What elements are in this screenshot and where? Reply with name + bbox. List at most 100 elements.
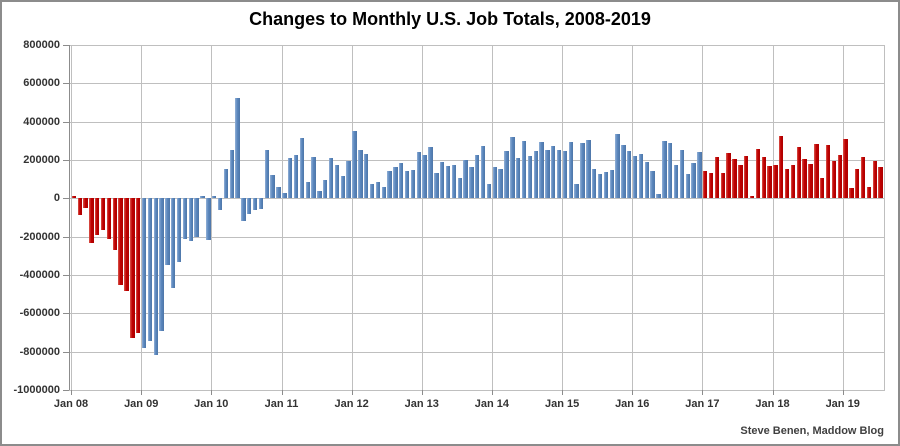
y-axis-tick <box>63 160 69 161</box>
x-axis-tick <box>702 390 704 395</box>
y-axis-label: 0 <box>53 192 60 205</box>
bar-2014-Sep <box>539 141 544 199</box>
y-axis-label: -200000 <box>19 230 60 243</box>
bar-2015-Mar <box>574 184 579 199</box>
bar-2008-Aug <box>112 198 117 251</box>
bar-2015-Jul <box>597 174 603 199</box>
bar-2015-Nov <box>621 144 626 199</box>
bar-2016-Aug <box>673 164 679 199</box>
bar-2015-Dec <box>627 151 632 199</box>
bar-2008-Sep <box>118 198 123 285</box>
y-axis-label: -1000000 <box>13 384 61 396</box>
x-axis-label: Jan 16 <box>615 398 650 410</box>
bar-2018-Mar <box>784 168 790 199</box>
bar-2017-Jul <box>738 164 743 199</box>
bar-2014-Mar <box>504 151 509 199</box>
bar-2011-Aug <box>323 180 328 199</box>
bar-2015-Apr <box>580 142 585 199</box>
bar-2008-Dec <box>136 198 141 334</box>
bar-2017-Jan <box>703 170 708 199</box>
x-axis-tick <box>141 390 143 395</box>
bar-2014-Dec <box>556 149 562 199</box>
bar-2012-Dec <box>416 152 421 199</box>
bar-2009-Jul <box>176 198 182 262</box>
gridline-h <box>69 390 885 391</box>
x-axis-label: Jan 19 <box>825 398 860 410</box>
y-axis-label: 800000 <box>23 39 60 51</box>
bar-2011-Dec <box>346 161 351 199</box>
x-axis-label: Jan 08 <box>53 398 89 410</box>
gridline-h <box>69 236 885 238</box>
bar-2012-Sep <box>399 162 404 199</box>
bar-2013-Dec <box>486 184 492 199</box>
bar-2016-Jun <box>662 140 667 199</box>
x-axis-label: Jan 14 <box>474 398 510 410</box>
bar-2019-Jun <box>872 161 877 199</box>
bar-2017-Dec <box>767 165 772 199</box>
chart-title: Changes to Monthly U.S. Job Totals, 2008… <box>249 9 651 29</box>
x-axis-label: Jan 17 <box>685 398 720 410</box>
x-axis-tick <box>351 390 353 395</box>
bar-2016-Oct <box>685 174 690 199</box>
gridline-v <box>281 45 283 390</box>
bar-2017-Mar <box>714 157 720 199</box>
bar-2008-Jul <box>106 198 112 239</box>
x-axis-tick <box>491 390 493 395</box>
plot-right-border <box>884 45 885 390</box>
gridline-v <box>702 45 704 390</box>
y-axis-tick <box>63 351 69 353</box>
attribution-text: Steve Benen, Maddow Blog <box>740 425 884 437</box>
bar-2011-Sep <box>328 158 334 199</box>
x-axis-label: Jan 10 <box>194 398 229 410</box>
bar-2009-Dec <box>206 198 211 241</box>
bar-2016-May <box>656 193 661 199</box>
gridline-v <box>421 45 423 390</box>
gridline-h <box>69 45 885 46</box>
bar-2016-Apr <box>650 170 655 199</box>
bar-2011-Nov <box>340 176 345 199</box>
bar-2013-Nov <box>480 145 486 199</box>
bar-2019-Jul <box>878 166 883 199</box>
bar-2017-Sep <box>749 195 755 199</box>
bar-2012-Apr <box>369 184 375 199</box>
bar-2015-May <box>586 139 591 199</box>
bar-2016-Feb <box>638 154 644 199</box>
bar-2011-Jan <box>282 192 287 199</box>
bar-2014-Jan <box>492 166 497 199</box>
bar-2012-Nov <box>410 169 416 199</box>
bar-2015-Oct <box>615 134 620 199</box>
bar-2013-Jul <box>457 178 462 199</box>
bar-2017-Nov <box>761 157 766 199</box>
bar-2014-Oct <box>545 150 550 199</box>
plot-area <box>69 45 885 391</box>
gridline-v <box>632 45 634 390</box>
bar-2012-Jan <box>352 131 357 199</box>
bar-2015-Sep <box>609 169 614 199</box>
bar-2010-Mar <box>223 168 229 199</box>
bar-2010-May <box>235 97 240 199</box>
y-axis-label: -800000 <box>19 345 60 358</box>
gridline-v <box>211 45 213 390</box>
bar-2016-Jan <box>632 156 638 199</box>
bar-2017-Oct <box>755 148 761 199</box>
bar-2012-Aug <box>393 166 398 199</box>
bar-2014-May <box>516 158 521 199</box>
bar-2010-Jul <box>247 198 252 214</box>
y-axis-label: 600000 <box>23 77 60 90</box>
bar-2013-Sep <box>469 166 474 199</box>
bar-2008-Jun <box>100 198 106 230</box>
bar-2009-Feb <box>147 198 153 342</box>
bar-2009-Apr <box>159 198 164 331</box>
bar-2014-Feb <box>498 168 503 199</box>
x-axis-tick <box>772 390 774 395</box>
bar-2016-Jul <box>667 142 673 199</box>
bar-2018-Jan <box>773 164 778 199</box>
bar-2018-Apr <box>790 164 796 199</box>
bar-2017-Apr <box>720 173 725 199</box>
bar-2008-Apr <box>89 198 94 244</box>
bar-2008-Oct <box>124 198 129 292</box>
bar-2013-Oct <box>475 155 480 199</box>
bar-2019-Apr <box>860 156 866 199</box>
bar-2011-Feb <box>288 158 293 199</box>
